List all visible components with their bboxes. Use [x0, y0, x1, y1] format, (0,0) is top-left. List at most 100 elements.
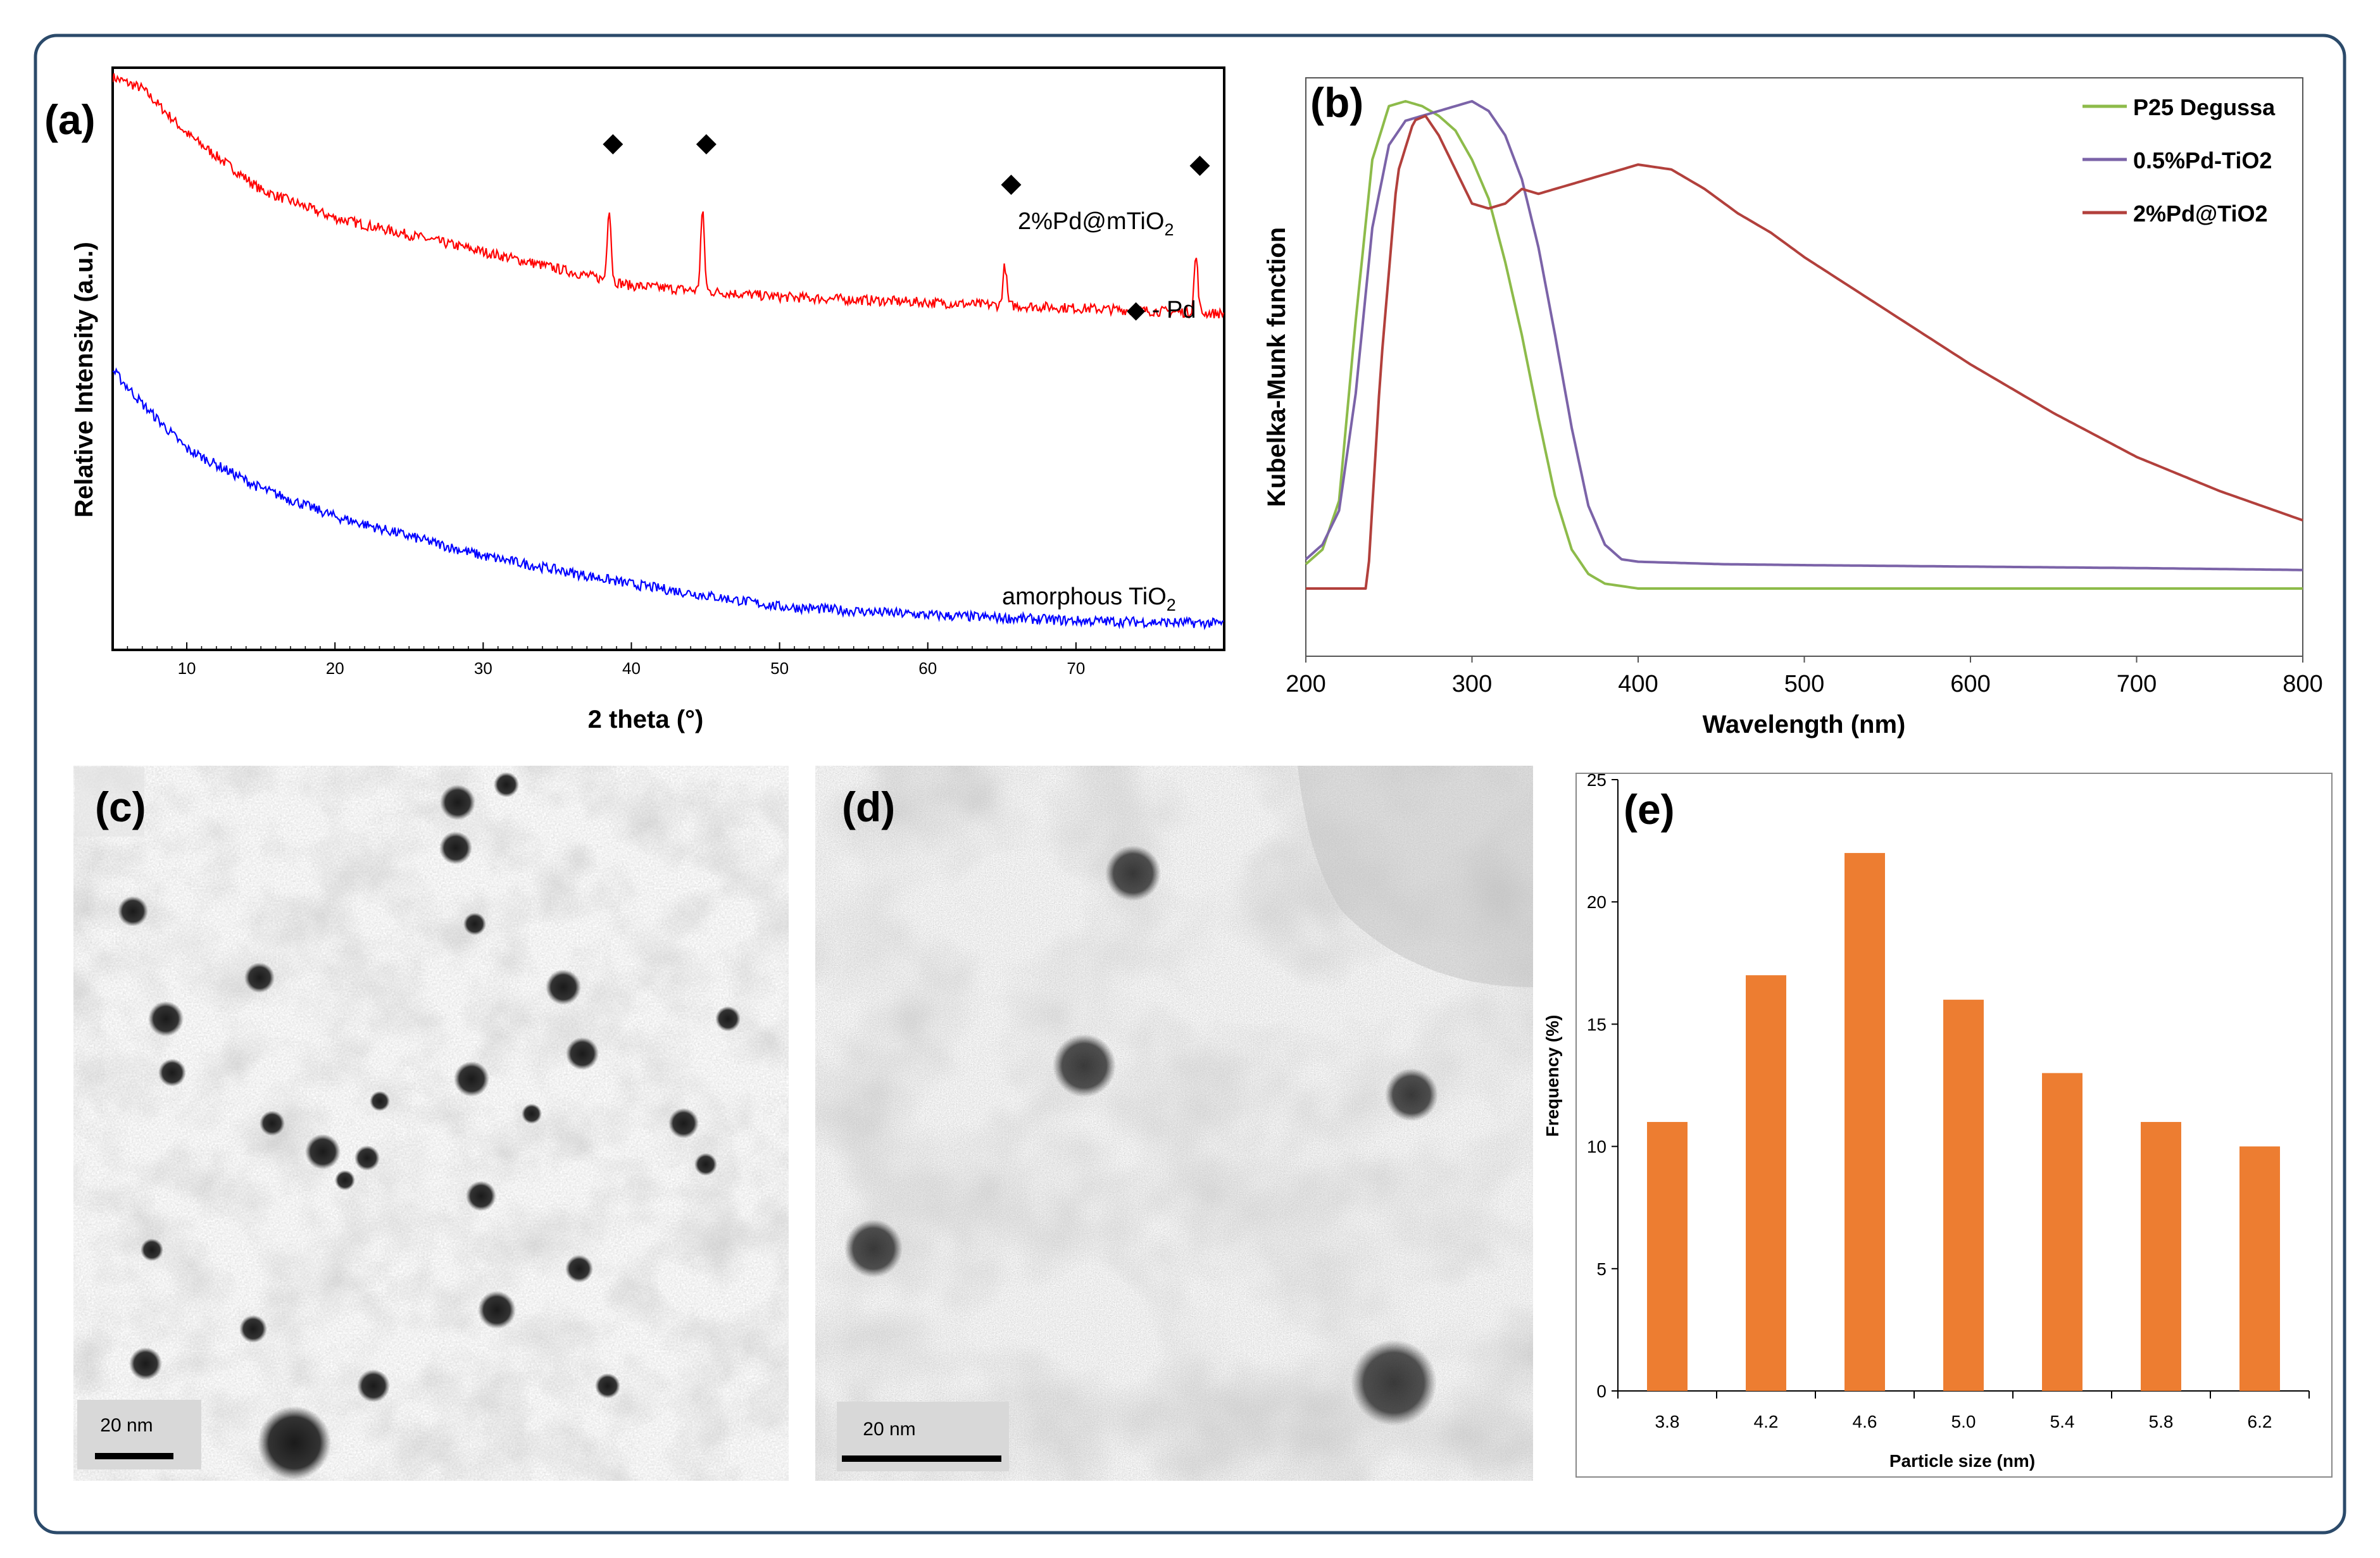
series-label-pd-mtio2: 2%Pd@mTiO2	[1018, 208, 1174, 239]
x-tick-label-e: 6.2	[2248, 1412, 2272, 1431]
panel-a-ylabel: Relative Intensity (a.u.)	[70, 242, 98, 518]
y-tick-label-e: 5	[1596, 1259, 1606, 1279]
panel-b-plot-area	[1305, 77, 2303, 657]
scale-bar-c	[95, 1453, 173, 1459]
y-tick-label-e: 25	[1587, 770, 1606, 790]
nanoparticle	[440, 785, 475, 820]
legend-label-pd2: 2%Pd@TiO2	[2133, 201, 2268, 227]
nanoparticle	[354, 1145, 380, 1171]
figure-frame	[34, 34, 2346, 1535]
x-tick-label-e: 5.8	[2149, 1412, 2174, 1431]
nanoparticle	[260, 1111, 285, 1136]
uv-line-1	[1305, 100, 2303, 571]
histogram-bar	[1943, 999, 1984, 1391]
x-tick-label-a: 40	[622, 659, 641, 678]
nanoparticle	[566, 1037, 599, 1070]
nanoparticle	[668, 1108, 699, 1138]
panel-a-xlabel: 2 theta (°)	[588, 706, 704, 733]
histogram-bar	[2239, 1146, 2280, 1391]
nanoparticle	[463, 913, 486, 935]
nanoparticle	[694, 1153, 717, 1176]
x-tick-label-b: 700	[2117, 671, 2157, 697]
pd-peak-marker	[1001, 175, 1022, 195]
nanoparticle	[844, 1219, 903, 1278]
x-tick-label-e: 3.8	[1655, 1412, 1680, 1431]
legend-label-p25: P25 Degussa	[2133, 94, 2276, 120]
nanoparticle	[478, 1291, 516, 1329]
x-tick-label-b: 500	[1784, 671, 1824, 697]
x-tick-label-a: 30	[474, 659, 492, 678]
panel-c: (c) 20 nm	[73, 766, 789, 1481]
nanoparticle	[715, 1006, 741, 1031]
panel-e-label: (e)	[1624, 786, 1675, 833]
tem-image-c	[73, 766, 789, 1481]
nanoparticle	[522, 1104, 542, 1124]
y-tick-label-e: 20	[1587, 892, 1606, 912]
nanoparticle	[494, 772, 519, 797]
nanoparticle	[118, 896, 148, 926]
pd-marker-legend: ◆ - Pd	[1127, 297, 1196, 323]
uv-line-2	[1306, 115, 2303, 590]
xrd-line-0	[113, 73, 1224, 320]
nanoparticle	[595, 1373, 620, 1399]
nanoparticle	[1351, 1340, 1437, 1426]
panel-a-label: (a)	[44, 96, 96, 143]
nanoparticle	[1385, 1068, 1438, 1121]
panel-e-xlabel: Particle size (nm)	[1889, 1451, 2035, 1471]
pd-peak-marker	[603, 134, 623, 154]
nanoparticle	[239, 1315, 267, 1343]
scale-bar-c-label: 20 nm	[100, 1415, 153, 1436]
uv-line-0	[1305, 100, 2303, 590]
nanoparticle	[370, 1091, 390, 1111]
pd-peak-marker	[696, 134, 717, 154]
x-tick-label-e: 5.4	[2050, 1412, 2075, 1431]
nanoparticle	[141, 1238, 163, 1261]
series-label-amorphous-tio2: amorphous TiO2	[1002, 583, 1176, 614]
y-tick-label-e: 10	[1587, 1137, 1606, 1157]
panel-e-ylabel: Frequency (%)	[1543, 1015, 1562, 1137]
y-tick-label-e: 15	[1587, 1014, 1606, 1034]
x-tick-label-e: 4.6	[1853, 1412, 1877, 1431]
histogram-bar	[1844, 852, 1885, 1391]
x-tick-label-b: 300	[1452, 671, 1492, 697]
panel-c-label: (c)	[95, 783, 146, 830]
scale-bar-d-label: 20 nm	[863, 1419, 915, 1440]
nanoparticle	[546, 969, 581, 1005]
panel-c-label-box	[75, 767, 144, 837]
nanoparticle	[129, 1347, 162, 1380]
x-tick-label-e: 5.0	[1951, 1412, 1976, 1431]
nanoparticle	[158, 1059, 186, 1087]
nanoparticle	[565, 1255, 593, 1283]
x-tick-label-a: 10	[178, 659, 196, 678]
histogram-bar	[2141, 1121, 2181, 1391]
x-tick-label-b: 600	[1950, 671, 1990, 697]
x-tick-label-b: 400	[1618, 671, 1658, 697]
x-tick-label-a: 60	[918, 659, 937, 678]
panel-b-legend: P25 Degussa 0.5%Pd-TiO2 2%Pd@TiO2	[2082, 94, 2276, 227]
x-tick-label-a: 70	[1067, 659, 1085, 678]
xrd-line-1	[113, 367, 1224, 630]
panel-b-label: (b)	[1310, 79, 1363, 126]
panel-a-plot-area	[111, 66, 1225, 651]
nanoparticle	[357, 1369, 390, 1402]
panel-b: 200 300 400 500 600 700 800 (b) Wavelength (nm…	[1263, 77, 2323, 738]
panel-b-ylabel: Kubelka-Munk function	[1263, 227, 1291, 507]
panel-d-label: (d)	[842, 783, 895, 830]
nanoparticle	[148, 1001, 184, 1037]
nanoparticle	[439, 832, 472, 864]
x-tick-label-e: 4.2	[1754, 1412, 1779, 1431]
pd-peak-marker	[1189, 156, 1210, 176]
nanoparticle	[1053, 1034, 1116, 1097]
histogram-bar	[2042, 1073, 2082, 1391]
nanoparticle	[466, 1181, 496, 1211]
x-tick-label-b: 200	[1286, 671, 1325, 697]
y-tick-label-e: 0	[1596, 1381, 1606, 1401]
panel-b-xlabel: Wavelength (nm)	[1703, 711, 1906, 738]
tem-image-d	[815, 766, 1533, 1481]
scale-bar-d	[842, 1455, 1001, 1462]
x-tick-label-a: 20	[326, 659, 344, 678]
x-tick-label-a: 50	[770, 659, 789, 678]
x-tick-label-b: 800	[2283, 671, 2322, 697]
panel-a: 10 20 30 40 50 60 70 (a) 2 theta (°) Relative …	[44, 66, 1225, 733]
